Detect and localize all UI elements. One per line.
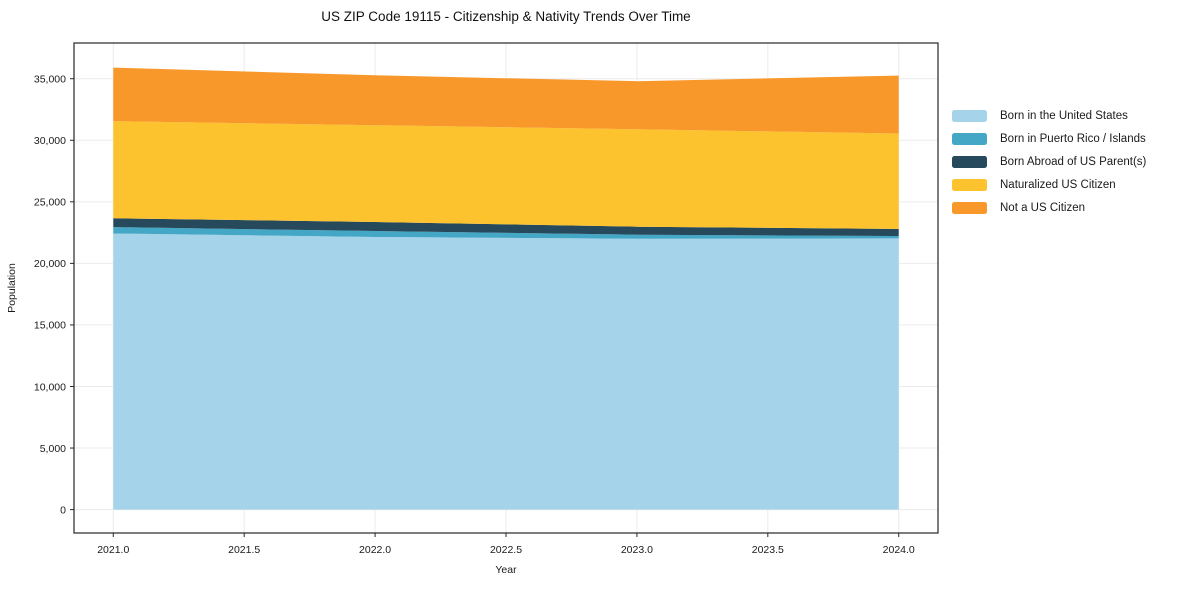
chart-title: US ZIP Code 19115 - Citizenship & Nativi… — [321, 9, 691, 24]
legend-label-naturalized: Naturalized US Citizen — [1000, 179, 1116, 192]
area-series-2 — [113, 218, 899, 236]
x-tick-label: 2022.5 — [490, 544, 522, 556]
x-tick-label: 2022.0 — [359, 544, 391, 556]
legend-swatch-puerto-rico — [952, 132, 987, 145]
y-axis: 0 5,000 10,000 15,000 20,000 25,000 30,000 35,0… — [34, 74, 74, 516]
legend-label-born-abroad: Born Abroad of US Parent(s) — [1000, 155, 1147, 168]
legend-label-puerto-rico: Born in Puerto Rico / Islands — [1000, 132, 1146, 145]
x-tick-label: 2024.0 — [883, 544, 915, 556]
area-series-4 — [113, 67, 899, 134]
y-tick-label: 15,000 — [34, 320, 66, 332]
x-tick-label: 2021.0 — [97, 544, 129, 556]
legend-swatch-born-us — [952, 109, 987, 122]
y-axis-label: Population — [6, 263, 18, 313]
legend: Born in the United States Born in Puerto… — [952, 104, 1146, 220]
y-tick-label: 25,000 — [34, 197, 66, 209]
legend-swatch-born-abroad — [952, 155, 987, 168]
legend-item-born-abroad: Born Abroad of US Parent(s) — [952, 150, 1146, 173]
legend-swatch-naturalized — [952, 179, 987, 192]
legend-item-not-citizen: Not a US Citizen — [952, 197, 1146, 220]
legend-item-puerto-rico: Born in Puerto Rico / Islands — [952, 127, 1146, 150]
legend-swatch-not-citizen — [952, 202, 987, 215]
y-tick-label: 5,000 — [40, 443, 66, 455]
x-axis: 2021.0 2021.5 2022.0 2022.5 2023.0 2023.5 2024… — [97, 533, 915, 556]
area-series-1 — [113, 227, 899, 239]
legend-label-not-citizen: Not a US Citizen — [1000, 202, 1086, 215]
legend-item-naturalized: Naturalized US Citizen — [952, 174, 1146, 197]
x-tick-label: 2023.5 — [752, 544, 784, 556]
area-series-0 — [113, 233, 899, 510]
legend-item-born-us: Born in the United States — [952, 104, 1146, 127]
y-tick-label: 20,000 — [34, 258, 66, 270]
x-axis-label: Year — [495, 564, 517, 576]
legend-label-born-us: Born in the United States — [1000, 109, 1128, 122]
x-tick-label: 2023.0 — [621, 544, 653, 556]
y-tick-label: 10,000 — [34, 381, 66, 393]
x-tick-label: 2021.5 — [228, 544, 260, 556]
y-tick-label: 0 — [60, 504, 66, 516]
area-series-3 — [113, 121, 899, 229]
y-tick-label: 35,000 — [34, 74, 66, 86]
y-tick-label: 30,000 — [34, 135, 66, 147]
